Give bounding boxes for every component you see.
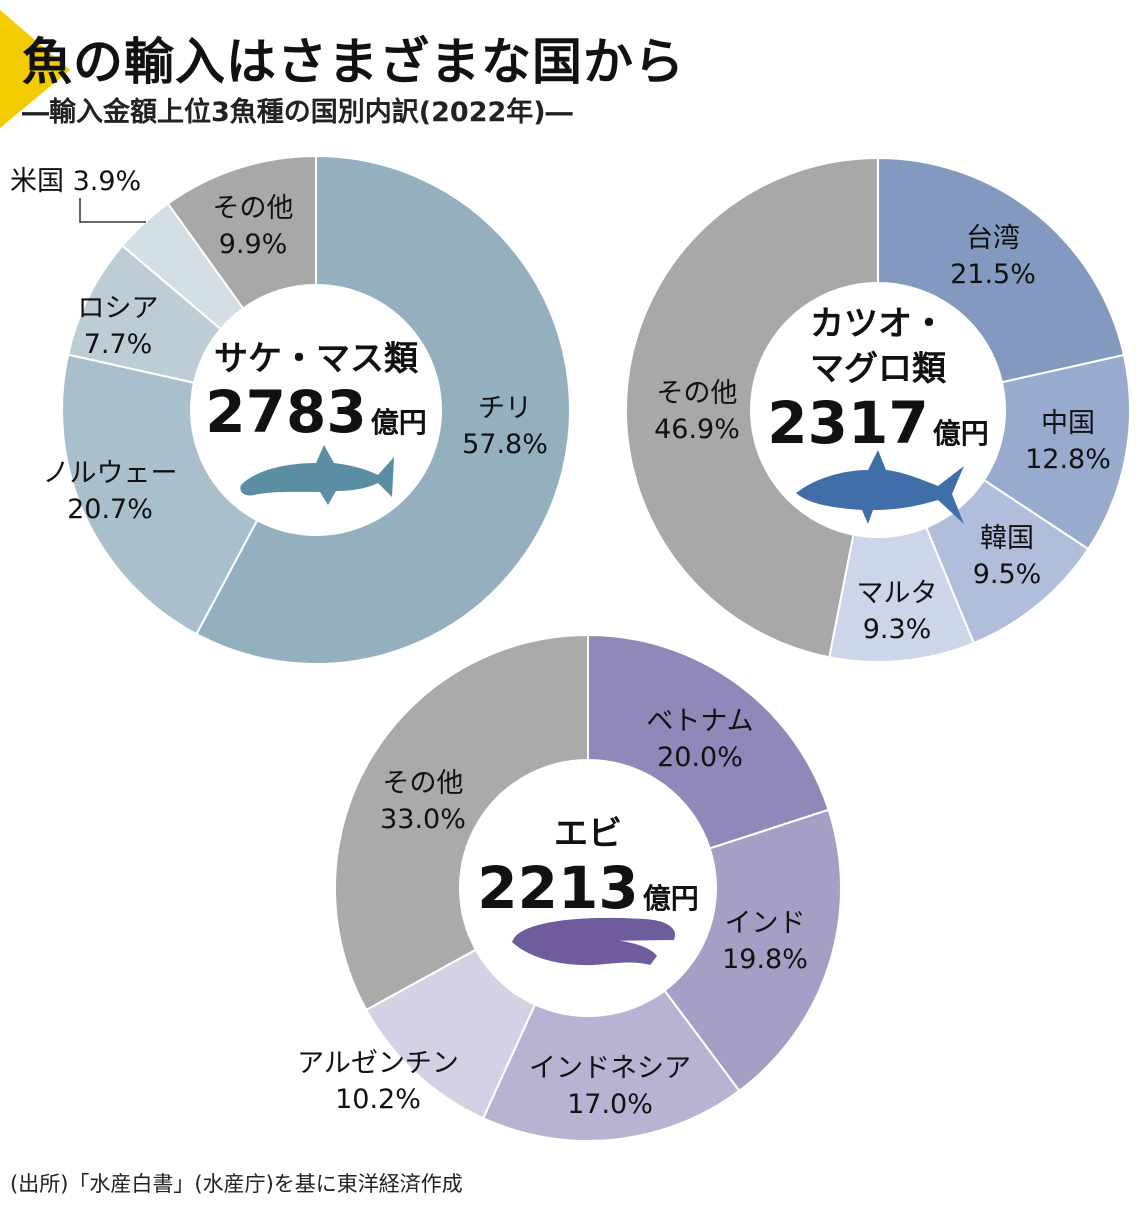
center-unit: 億円 (371, 406, 427, 439)
slice-value: 12.8% (1025, 444, 1111, 475)
slice-label: その他 (657, 378, 738, 409)
center-total: 2317 (767, 389, 928, 457)
center-title: カツオ・ (810, 304, 946, 344)
slice-label: ベトナム (646, 706, 753, 737)
shrimp-icon (511, 917, 675, 966)
center-total-line: 2213 億円 (477, 854, 698, 922)
slice-value: 19.8% (722, 944, 808, 975)
slice-label: 中国 (1041, 408, 1095, 439)
slice-value: 9.3% (863, 614, 932, 645)
center-title: マグロ類 (810, 349, 947, 389)
slice-value: 17.0% (567, 1089, 653, 1120)
center-total-line: 2317 億円 (767, 389, 988, 457)
slice-value: 20.7% (67, 494, 153, 525)
slice-ベトナム (587, 633, 830, 850)
slice-value: 21.5% (950, 259, 1036, 290)
slice-label: その他 (383, 768, 464, 799)
center-total-line: 2783 億円 (205, 378, 426, 446)
slice-label: 台湾 (966, 223, 1020, 254)
slice-その他 (334, 633, 589, 1012)
chart-title: 魚の輸入はさまざまな国から (22, 33, 685, 91)
slice-ノルウェー (61, 353, 259, 636)
slice-label: アルゼンチン (297, 1048, 459, 1079)
chart-subtitle: ―輸入金額上位3魚種の国別内訳(2022年)― (22, 97, 573, 128)
slice-label: その他 (213, 193, 294, 224)
source-note: (出所)「水産白書」(水産庁)を基に東洋経済作成 (10, 1172, 463, 1196)
center-unit: 億円 (643, 882, 699, 915)
slice-label: マルタ (857, 578, 938, 609)
slice-value: 9.9% (219, 229, 288, 260)
slice-value: 57.8% (462, 429, 548, 460)
slice-台湾 (877, 156, 1126, 384)
slice-value: 10.2% (335, 1084, 421, 1115)
slice-インドネシア (481, 989, 741, 1142)
center-title: サケ・マス類 (214, 339, 419, 379)
leader-line (79, 198, 146, 223)
slice-中国 (982, 353, 1131, 551)
slice-label: ロシア (78, 293, 159, 324)
donut-chart-1: チリ 57.8% ノルウェー 20.7% ロシア 7.7% 米国 3.9% その他 9.9% サケ… (10, 154, 571, 665)
slice-その他 (166, 154, 317, 310)
tuna-icon (796, 450, 964, 524)
slice-value: 20.0% (657, 742, 743, 773)
center-unit: 億円 (933, 417, 989, 450)
slice-label: 米国 3.9% (10, 166, 141, 197)
slice-label: 韓国 (980, 523, 1034, 554)
center-total: 2783 (205, 378, 366, 446)
donut-hole (753, 285, 1003, 535)
slice-インド (663, 808, 842, 1093)
center-title: エビ (554, 814, 622, 854)
donut-chart-3: ベトナム 20.0% インド 19.8% インドネシア 17.0% アルゼンチン 10.2% そ… (297, 633, 842, 1142)
center-total: 2213 (477, 854, 638, 922)
donut-hole (193, 287, 439, 533)
slice-value: 9.5% (973, 559, 1042, 590)
slice-label: インドネシア (529, 1053, 691, 1084)
slice-label: インド (725, 908, 806, 939)
donut-chart-2: 台湾 21.5% 中国 12.8% 韓国 9.5% マルタ 9.3% その他 46.9% カツオ・マ… (625, 156, 1131, 663)
accent-triangle (0, 10, 70, 128)
salmon-icon (240, 445, 394, 505)
slice-その他 (625, 156, 879, 659)
slice-label: チリ (478, 393, 532, 424)
slice-チリ (195, 154, 571, 665)
slice-value: 46.9% (654, 414, 740, 445)
slice-value: 7.7% (84, 329, 153, 360)
slice-value: 33.0% (380, 804, 466, 835)
slice-label: ノルウェー (43, 458, 178, 489)
